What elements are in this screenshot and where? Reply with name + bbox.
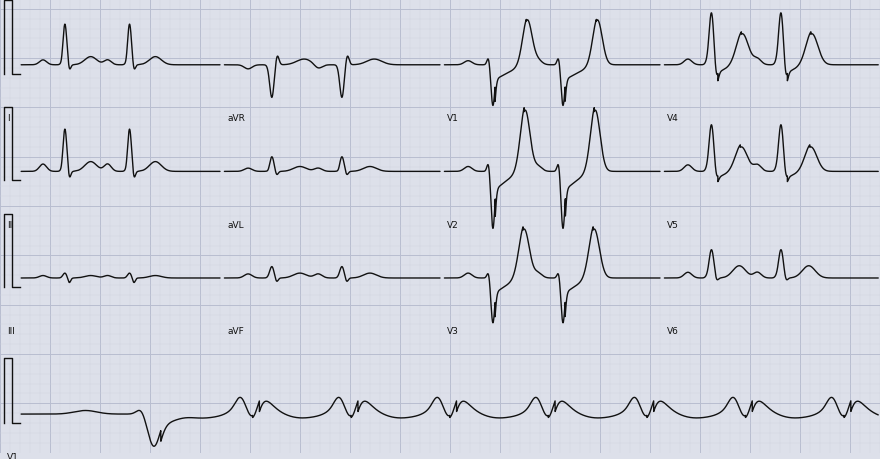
Text: aVL: aVL xyxy=(227,220,244,229)
Text: V4: V4 xyxy=(667,114,678,123)
Text: V3: V3 xyxy=(447,326,458,336)
Text: V1: V1 xyxy=(7,452,18,459)
Text: V2: V2 xyxy=(447,220,458,229)
Text: V5: V5 xyxy=(667,220,678,229)
Text: aVF: aVF xyxy=(227,326,244,336)
Text: I: I xyxy=(7,114,10,123)
Text: V6: V6 xyxy=(667,326,678,336)
Text: V1: V1 xyxy=(447,114,458,123)
Text: II: II xyxy=(7,220,12,229)
Text: III: III xyxy=(7,326,15,336)
Text: aVR: aVR xyxy=(227,114,245,123)
